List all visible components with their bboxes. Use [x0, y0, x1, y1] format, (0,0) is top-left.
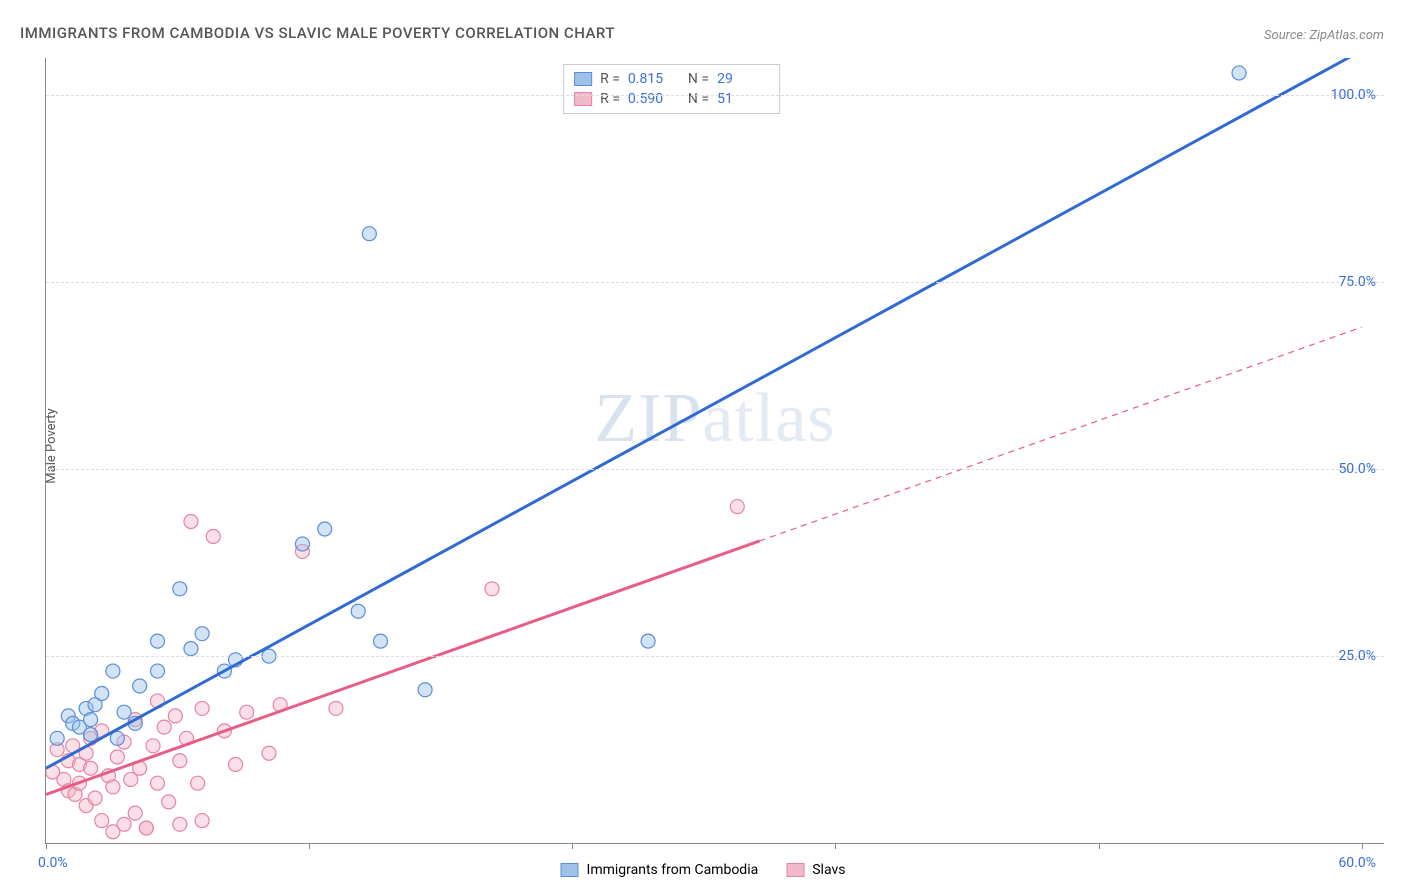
legend-row-cambodia: R = 0.815 N = 29: [574, 69, 769, 89]
y-tick-label: 25.0%: [1338, 648, 1376, 664]
legend-swatch-cambodia-icon: [561, 863, 579, 877]
r-label: R =: [600, 71, 620, 87]
x-tick: [309, 843, 310, 849]
r-label: R =: [600, 91, 620, 107]
n-label: N =: [688, 71, 709, 87]
x-tick: [835, 843, 836, 849]
r-value-cambodia: 0.815: [628, 71, 680, 87]
n-value-slavs: 51: [717, 91, 769, 107]
legend-swatch-slavs-icon: [786, 863, 804, 877]
x-axis-min-label: 0.0%: [38, 855, 68, 871]
gridline: [46, 656, 1384, 657]
n-value-cambodia: 29: [717, 71, 769, 87]
x-tick: [1099, 843, 1100, 849]
source-attribution: Source: ZipAtlas.com: [1264, 28, 1384, 43]
legend-swatch-slavs: [574, 92, 592, 106]
y-tick-label: 100.0%: [1331, 87, 1376, 103]
x-tick: [46, 843, 47, 849]
series-legend: Immigrants from Cambodia Slavs: [561, 862, 846, 878]
n-label: N =: [688, 91, 709, 107]
legend-label-cambodia: Immigrants from Cambodia: [587, 862, 759, 878]
y-tick-label: 75.0%: [1338, 274, 1376, 290]
legend-row-slavs: R = 0.590 N = 51: [574, 89, 769, 109]
gridline: [46, 282, 1384, 283]
plot-area: ZIPatlas R = 0.815 N = 29 R = 0.590 N = …: [45, 58, 1384, 844]
gridline: [46, 469, 1384, 470]
legend-label-slavs: Slavs: [812, 862, 845, 878]
gridline: [46, 95, 1384, 96]
x-tick: [572, 843, 573, 849]
chart-title: IMMIGRANTS FROM CAMBODIA VS SLAVIC MALE …: [20, 24, 615, 42]
legend-swatch-cambodia: [574, 72, 592, 86]
x-tick: [1362, 843, 1363, 849]
correlation-legend: R = 0.815 N = 29 R = 0.590 N = 51: [563, 64, 780, 114]
scatter-plot-svg: [46, 58, 1384, 843]
legend-item-cambodia: Immigrants from Cambodia: [561, 862, 759, 878]
legend-item-slavs: Slavs: [786, 862, 845, 878]
r-value-slavs: 0.590: [628, 91, 680, 107]
x-axis-max-label: 60.0%: [1338, 855, 1376, 871]
y-tick-label: 50.0%: [1338, 461, 1376, 477]
